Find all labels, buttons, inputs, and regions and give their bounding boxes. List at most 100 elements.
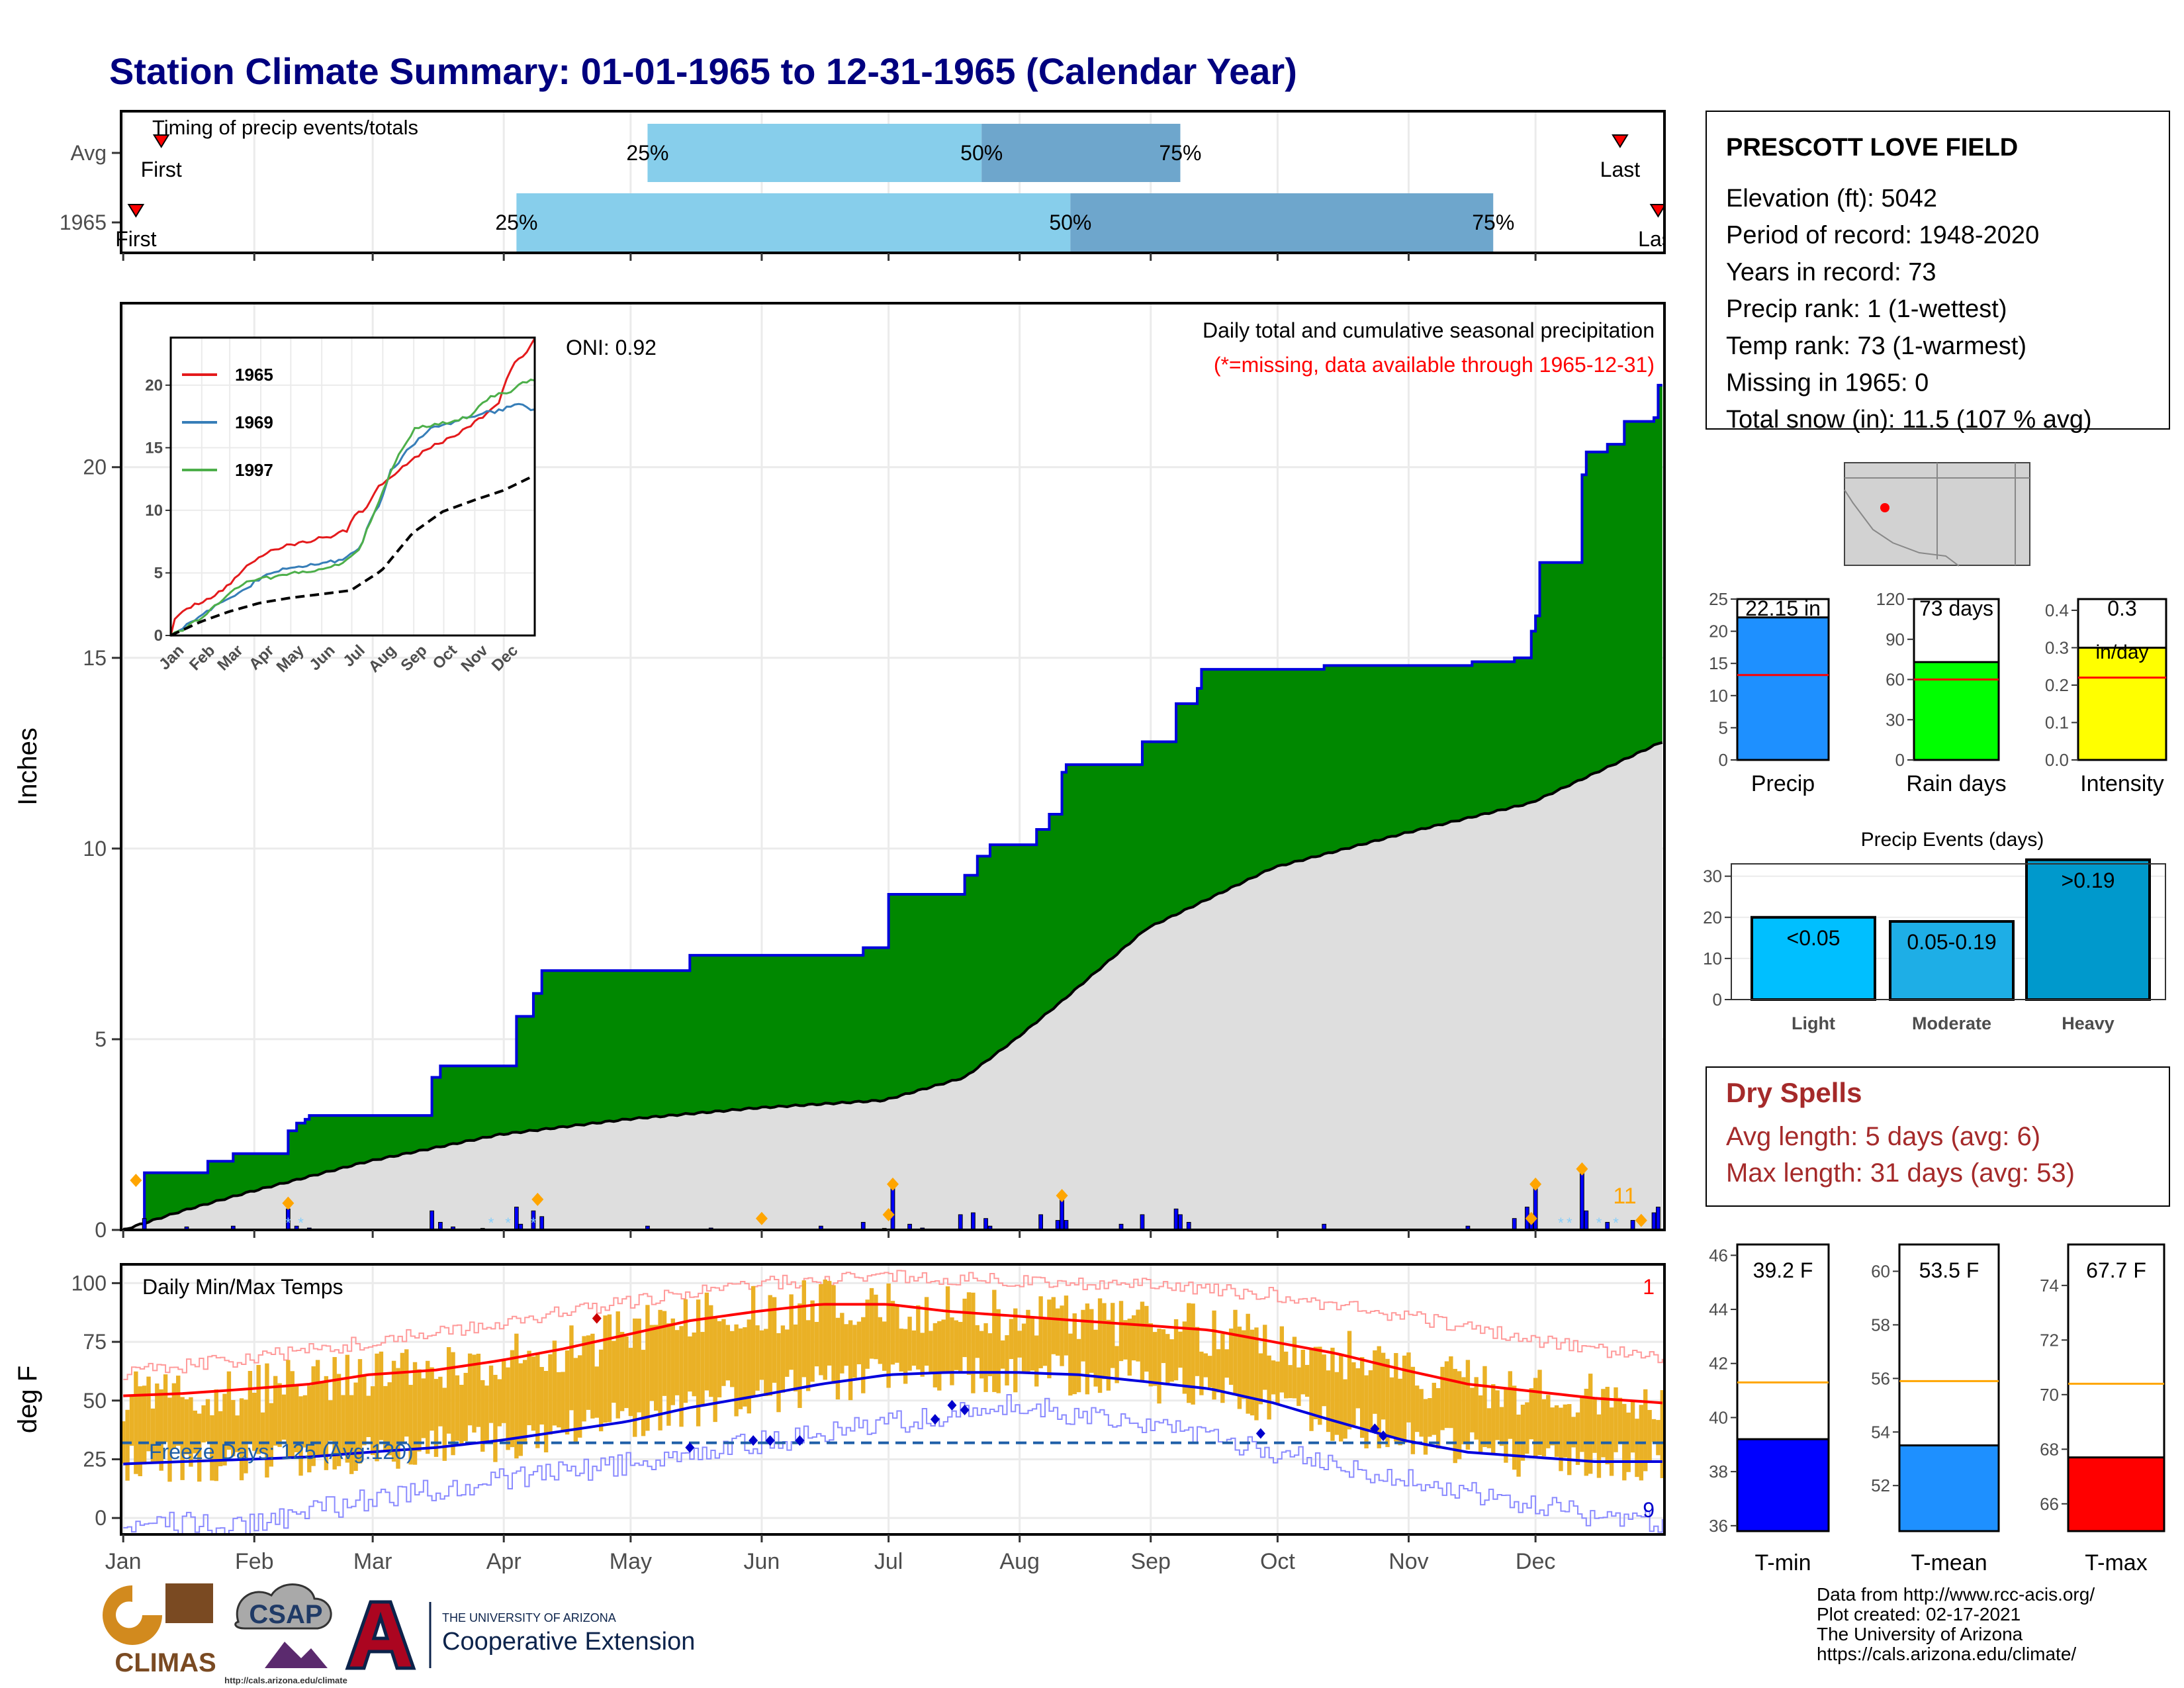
- daily-temp-bar: [269, 1403, 274, 1467]
- temp-panel-border: [120, 1263, 1666, 1536]
- temp-summary-y-tick-label: 40: [1709, 1407, 1728, 1427]
- daily-temp-bar: [1118, 1301, 1124, 1362]
- daily-temp-bar: [201, 1405, 206, 1443]
- daily-temp-bar: [624, 1336, 629, 1409]
- daily-temp-bar: [1592, 1398, 1597, 1453]
- daily-temp-bar: [235, 1415, 240, 1452]
- daily-temp-bar: [1559, 1407, 1563, 1472]
- daily-temp-bar: [768, 1295, 772, 1396]
- daily-temp-bar: [1533, 1378, 1538, 1459]
- daily-temp-bar: [1258, 1353, 1263, 1405]
- daily-temp-bar: [302, 1395, 308, 1448]
- daily-temp-bar: [992, 1289, 997, 1392]
- daily-temp-bar: [370, 1386, 375, 1456]
- daily-temp-bar: [1508, 1371, 1512, 1439]
- daily-temp-bar: [1478, 1395, 1483, 1454]
- daily-temp-bar: [1575, 1412, 1580, 1466]
- daily-temp-bar: [743, 1327, 747, 1407]
- temp-summary-y-tick-label: 46: [1709, 1245, 1728, 1265]
- record-temp-marker: [960, 1404, 970, 1415]
- daily-temp-bar: [1465, 1360, 1471, 1450]
- daily-temp-bar: [987, 1333, 993, 1376]
- daily-temp-bar: [578, 1355, 582, 1438]
- daily-temp-bar: [1359, 1357, 1365, 1438]
- daily-temp-bar: [134, 1371, 138, 1474]
- daily-temp-bar: [933, 1323, 938, 1387]
- daily-temp-bar: [506, 1367, 510, 1450]
- month-tick-label: Apr: [486, 1549, 522, 1574]
- temp-summary-y-tick-label: 68: [2040, 1439, 2059, 1459]
- timing-marker-icon: [152, 134, 170, 148]
- daily-temp-bar: [320, 1381, 324, 1455]
- footer-credit-line: Plot created: 02-17-2021: [1817, 1604, 2021, 1624]
- daily-temp-bar: [522, 1360, 527, 1444]
- record-temp-marker: [1379, 1430, 1388, 1441]
- daily-temp-bar: [455, 1375, 460, 1441]
- daily-temp-bar: [793, 1324, 798, 1391]
- daily-temp-bar: [941, 1319, 946, 1372]
- timing-percent-label: 25%: [626, 141, 668, 165]
- daily-temp-bar: [615, 1311, 620, 1419]
- daily-temp-bar: [814, 1321, 819, 1367]
- daily-temp-bar: [797, 1303, 802, 1408]
- daily-temp-bar: [1567, 1404, 1572, 1476]
- daily-temp-bar: [1318, 1346, 1322, 1425]
- precip-y-tick-label: 5: [95, 1027, 107, 1051]
- temp-y-tick-label: 100: [71, 1271, 107, 1295]
- timing-row-label: Avg: [70, 141, 107, 165]
- temp-panel-title: Daily Min/Max Temps: [142, 1275, 343, 1299]
- record-rank-marker: [887, 1177, 899, 1191]
- daily-temp-bar: [641, 1350, 646, 1436]
- summary-bar-intensity: [2077, 646, 2167, 761]
- daily-temp-bar: [1026, 1309, 1030, 1374]
- daily-temp-bar: [856, 1321, 862, 1364]
- daily-temp-bar: [1330, 1347, 1335, 1441]
- daily-temp-bar: [692, 1332, 696, 1397]
- station-location-marker: [1880, 503, 1889, 512]
- record-rank-marker: [755, 1211, 768, 1225]
- timing-bar-25-50: [516, 193, 1071, 252]
- daily-temp-bar: [189, 1397, 193, 1467]
- temp-summary-value-label: 67.7 F: [2086, 1258, 2146, 1282]
- daily-temp-bar: [628, 1348, 633, 1417]
- summary-y-tick-label: 10: [1709, 686, 1728, 706]
- daily-temp-bar: [146, 1376, 151, 1452]
- daily-temp-bar: [831, 1285, 836, 1384]
- daily-temp-bar: [1580, 1395, 1584, 1452]
- daily-temp-bar: [1432, 1382, 1436, 1435]
- event-bar-label: >0.19: [2062, 868, 2115, 892]
- daily-temp-bar: [1406, 1352, 1411, 1423]
- station-info-line: Period of record: 1948-2020: [1726, 222, 2039, 250]
- daily-temp-bar: [1656, 1420, 1661, 1456]
- csap-url: http://cals.arizona.edu/climate: [224, 1675, 347, 1685]
- temp-summary-y-tick-label: 60: [1871, 1261, 1890, 1281]
- daily-temp-bar: [417, 1369, 422, 1452]
- station-info-line: Missing in 1965: 0: [1726, 369, 1929, 397]
- summary-y-tick-label: 0: [1719, 750, 1728, 770]
- month-tick-label: May: [610, 1549, 652, 1574]
- precip-y-tick-label: 0: [95, 1218, 107, 1242]
- daily-temp-bar: [345, 1354, 350, 1463]
- avg-tmin-line: [123, 1371, 1662, 1466]
- daily-temp-bar: [730, 1331, 735, 1387]
- summary-y-tick-label: 0.3: [2045, 637, 2069, 657]
- snow-marker: *: [488, 1215, 494, 1231]
- daily-temp-bar: [222, 1393, 227, 1466]
- daily-temp-bar: [679, 1326, 684, 1427]
- summary-value-unit: in/day: [2095, 641, 2148, 663]
- summary-y-tick-label: 0: [1895, 750, 1905, 770]
- daily-temp-bar: [1516, 1414, 1521, 1477]
- daily-temp-bar: [129, 1395, 134, 1446]
- record-temp-marker: [685, 1442, 695, 1453]
- average-cumulative-area: [123, 742, 1662, 1230]
- daily-temp-bar: [1326, 1370, 1331, 1432]
- daily-precip-bar: [890, 1184, 895, 1231]
- daily-temp-bar: [332, 1357, 337, 1470]
- snow-marker: *: [1613, 1215, 1619, 1231]
- csap-cloud-icon: [234, 1583, 332, 1630]
- daily-temp-bar: [561, 1372, 565, 1431]
- daily-precip-bar: [1055, 1220, 1060, 1231]
- daily-temp-bar: [231, 1399, 236, 1456]
- daily-temp-bar: [552, 1340, 557, 1426]
